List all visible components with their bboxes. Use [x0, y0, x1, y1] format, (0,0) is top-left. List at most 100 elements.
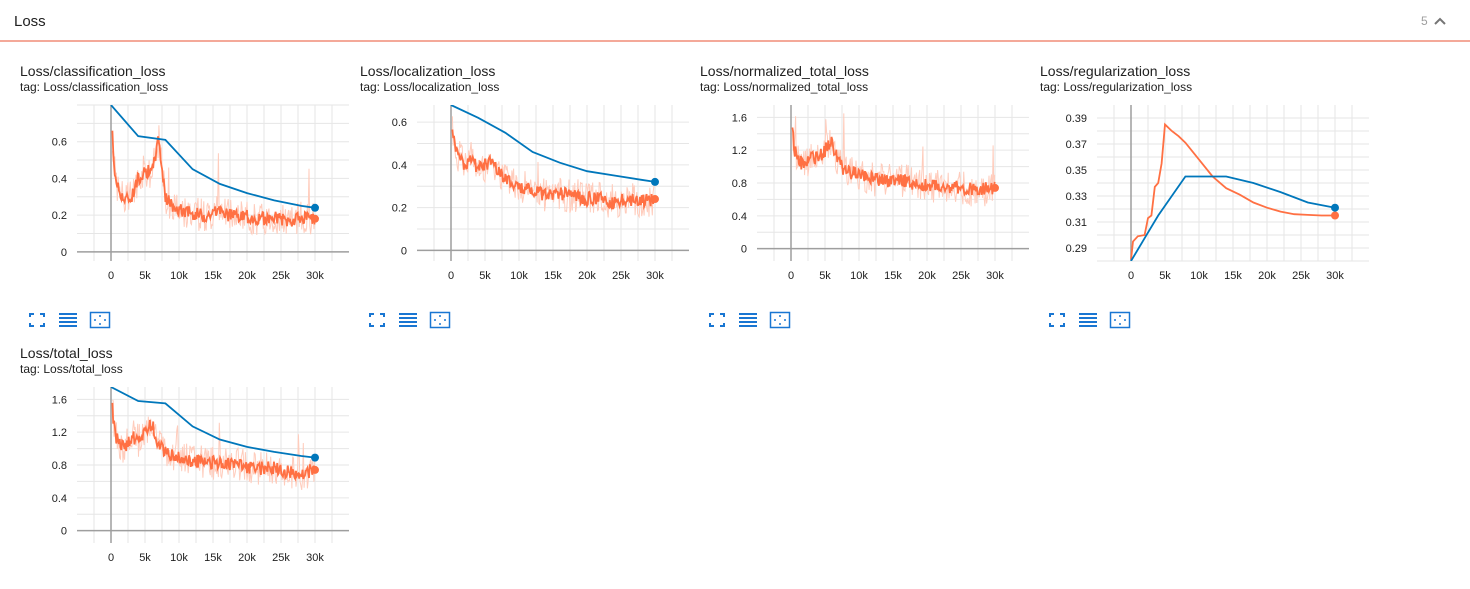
x-tick-label: 25k	[612, 270, 630, 282]
x-tick-label: 15k	[884, 270, 902, 282]
x-tick-label: 30k	[306, 552, 324, 564]
chart-plot[interactable]: 0 5k 10k 15k 20k 25k 30k 0 0.4 0.8 1.2 1.6	[0, 282, 349, 582]
series-end-point	[311, 453, 319, 462]
y-tick-label: 0.8	[732, 178, 747, 190]
x-tick-label: 15k	[204, 270, 222, 282]
series-smoothed-line	[110, 105, 316, 209]
x-tick-label: 10k	[170, 270, 188, 282]
chart-title: Loss/normalized_total_loss	[700, 63, 869, 79]
series-smoothed-line	[450, 105, 656, 183]
fit-domain-icon[interactable]	[769, 311, 791, 329]
y-tick-label: 0.37	[1066, 139, 1087, 151]
fit-domain-icon[interactable]	[429, 311, 451, 329]
chart-title: Loss/classification_loss	[20, 63, 166, 79]
chart-card: Loss/normalized_total_loss tag: Loss/nor…	[680, 0, 1029, 329]
fit-domain-icon[interactable]	[1109, 311, 1131, 329]
series-smoothed-line	[1130, 175, 1336, 261]
y-tick-label: 0.35	[1066, 165, 1087, 177]
y-tick-label: 1.2	[52, 427, 67, 439]
x-tick-label: 5k	[819, 270, 831, 282]
chart-card: Loss/localization_loss tag: Loss/localiz…	[340, 0, 689, 329]
y-tick-label: 0	[61, 526, 67, 538]
chart-plot[interactable]: 0 5k 10k 15k 20k 25k 30k 0 0.2 0.4 0.6	[340, 0, 689, 300]
y-tick-label: 0.6	[392, 117, 407, 129]
x-tick-label: 10k	[510, 270, 528, 282]
chart-card: Loss/total_loss tag: Loss/total_loss 0 5k…	[0, 282, 349, 564]
chart-tag: tag: Loss/localization_loss	[360, 80, 500, 94]
series-smoothed-line	[111, 402, 316, 482]
y-tick-label: 0.4	[52, 173, 67, 185]
series-raw-line	[111, 125, 316, 236]
fit-domain-icon[interactable]	[89, 311, 111, 329]
x-tick-label: 25k	[272, 270, 290, 282]
y-tick-label: 0.8	[52, 460, 67, 472]
x-tick-label: 20k	[918, 270, 936, 282]
y-tick-label: 0.6	[52, 137, 67, 149]
section-header[interactable]: Loss 5	[0, 0, 1470, 42]
x-tick-label: 20k	[1258, 270, 1276, 282]
y-tick-label: 0.2	[392, 203, 407, 215]
x-tick-label: 5k	[139, 270, 151, 282]
chart-card: Loss/classification_loss tag: Loss/class…	[0, 0, 349, 329]
list-icon[interactable]	[1077, 311, 1099, 329]
x-tick-label: 30k	[986, 270, 1004, 282]
series-end-point	[651, 177, 659, 186]
list-icon[interactable]	[737, 311, 759, 329]
section-title: Loss	[14, 13, 46, 30]
x-tick-label: 15k	[1224, 270, 1242, 282]
x-tick-label: 0	[108, 552, 114, 564]
x-tick-label: 10k	[1190, 270, 1208, 282]
chart-tag: tag: Loss/total_loss	[20, 362, 123, 376]
series-smoothed-line	[451, 129, 656, 211]
chart-title: Loss/total_loss	[20, 345, 113, 361]
series-end-point	[311, 203, 319, 212]
x-tick-label: 30k	[646, 270, 664, 282]
x-tick-label: 0	[108, 270, 114, 282]
x-tick-label: 25k	[952, 270, 970, 282]
y-tick-label: 0.4	[392, 160, 407, 172]
y-tick-label: 1.2	[732, 145, 747, 157]
fullscreen-icon[interactable]	[26, 311, 48, 329]
y-tick-label: 0.31	[1066, 217, 1087, 229]
fullscreen-icon[interactable]	[366, 311, 388, 329]
chevron-up-icon[interactable]	[1433, 14, 1447, 28]
list-icon[interactable]	[57, 311, 79, 329]
fullscreen-icon[interactable]	[1046, 311, 1068, 329]
series-end-point	[651, 195, 659, 204]
y-tick-label: 0.33	[1066, 191, 1087, 203]
series-end-point	[311, 214, 319, 223]
x-tick-label: 0	[1128, 270, 1134, 282]
x-tick-label: 25k	[1292, 270, 1310, 282]
series-raw-line	[791, 113, 996, 207]
x-tick-label: 10k	[170, 552, 188, 564]
y-tick-label: 1.6	[732, 112, 747, 124]
y-tick-label: 1.6	[52, 394, 67, 406]
chart-plot[interactable]: 0 5k 10k 15k 20k 25k 30k 0 0.4 0.8 1.2 1.6	[680, 0, 1029, 300]
y-tick-label: 0	[401, 245, 407, 257]
y-tick-label: 0.2	[52, 210, 67, 222]
x-tick-label: 30k	[306, 270, 324, 282]
chart-card: Loss/regularization_loss tag: Loss/regul…	[1020, 0, 1369, 329]
x-tick-label: 0	[788, 270, 794, 282]
fullscreen-icon[interactable]	[706, 311, 728, 329]
chart-tag: tag: Loss/classification_loss	[20, 80, 169, 94]
chart-plot[interactable]: 0 5k 10k 15k 20k 25k 30k 0 0.2 0.4 0.6	[0, 0, 349, 300]
series-smoothed-line	[791, 127, 996, 197]
y-tick-label: 0.4	[732, 211, 747, 223]
chart-count-badge: 5	[1421, 14, 1428, 28]
x-tick-label: 25k	[272, 552, 290, 564]
y-tick-label: 0.4	[52, 493, 67, 505]
series-end-point	[991, 183, 999, 192]
series-end-point	[1331, 203, 1339, 212]
series-smoothed-line	[1130, 122, 1335, 260]
list-icon[interactable]	[397, 311, 419, 329]
chart-title: Loss/regularization_loss	[1040, 63, 1191, 79]
series-end-point	[1331, 211, 1339, 220]
x-tick-label: 20k	[238, 270, 256, 282]
x-tick-label: 5k	[479, 270, 491, 282]
x-tick-label: 5k	[139, 552, 151, 564]
x-tick-label: 30k	[1326, 270, 1344, 282]
y-tick-label: 0	[61, 247, 67, 259]
y-tick-label: 0.29	[1066, 243, 1087, 255]
chart-plot[interactable]: 0 5k 10k 15k 20k 25k 30k 0.29 0.31 0.33 0.35 0.37 0.…	[1020, 0, 1369, 300]
